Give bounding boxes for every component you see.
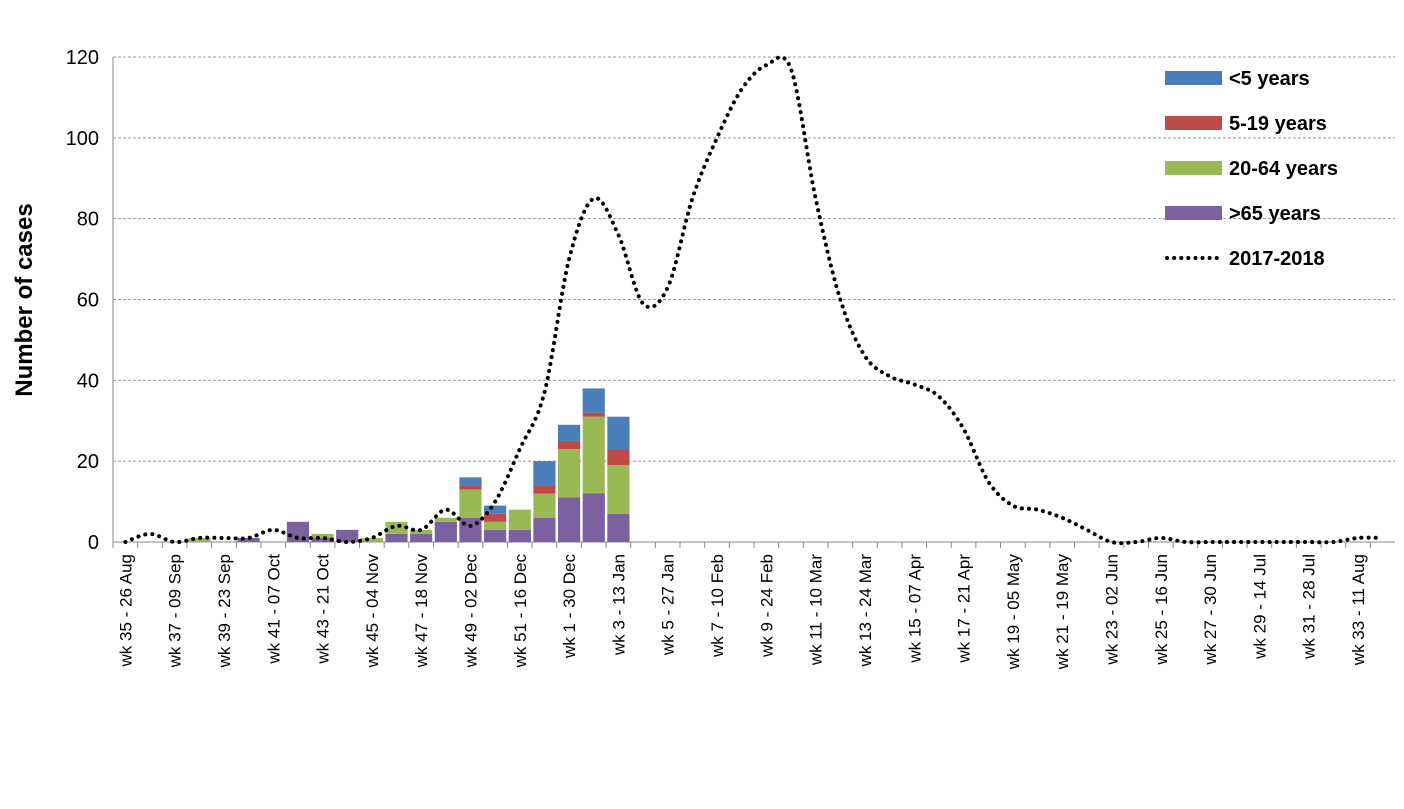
x-tick-label: wk 7 - 10 Feb (708, 554, 727, 658)
x-tick-label: wk 33 - 11 Aug (1349, 554, 1368, 666)
bar-segment (484, 521, 507, 530)
x-tick-label: wk 25 - 16 Jun (1152, 554, 1171, 666)
bar-segment (533, 517, 556, 542)
bar-segment (582, 416, 605, 494)
legend-swatch (1165, 161, 1222, 175)
bar-segment (607, 513, 630, 542)
bar-segment (484, 529, 507, 542)
x-tick-label: wk 43 - 21 Oct (314, 554, 333, 665)
x-tick-label: wk 5 - 27 Jan (659, 554, 678, 656)
y-axis-title: Number of cases (11, 203, 38, 396)
x-tick-label: wk 9 - 24 Feb (757, 554, 776, 658)
bar-segment (607, 449, 630, 466)
bar-segment (434, 517, 457, 522)
line-series (123, 55, 1385, 546)
bar-segment (410, 533, 433, 542)
x-tick-label: wk 49 - 02 Dec (461, 554, 480, 669)
bar-segment (558, 440, 581, 450)
y-tick-label: 0 (88, 532, 99, 554)
bar-segment (459, 477, 482, 486)
bar-segment (311, 533, 334, 538)
bar-segment (558, 449, 581, 498)
y-tick-label: 40 (77, 370, 99, 392)
bar-segment (533, 461, 556, 486)
x-tick-label: wk 3 - 13 Jan (609, 554, 628, 656)
bar-segment (558, 497, 581, 542)
x-tick-label: wk 35 - 26 Aug (116, 554, 135, 667)
legend-label: 5-19 years (1229, 113, 1327, 135)
bar-segment (582, 388, 605, 413)
x-tick-label: wk 15 - 07 Apr (905, 554, 924, 664)
y-tick-label: 120 (66, 47, 99, 69)
bar-segment (311, 537, 334, 542)
legend-label: <5 years (1229, 68, 1310, 90)
x-tick-label: wk 27 - 30 Jun (1201, 554, 1220, 666)
x-tick-label: wk 45 - 04 Nov (363, 554, 382, 669)
x-tick-label: wk 47 - 18 Nov (412, 554, 431, 669)
bar-segment (188, 537, 211, 542)
bar-segment (360, 537, 383, 542)
x-tick-label: wk 1 - 30 Dec (560, 554, 579, 659)
x-tick-label: wk 51 - 16 Dec (511, 554, 530, 669)
bar-segment (484, 513, 507, 522)
bar-segment (459, 485, 482, 490)
y-tick-label: 20 (77, 451, 99, 473)
legend-swatch (1165, 206, 1222, 220)
x-tick-label: wk 21 - 19 May (1053, 554, 1072, 671)
legend-swatch (1165, 116, 1222, 130)
bar-segment (558, 424, 581, 441)
legend-label: 2017-2018 (1229, 248, 1325, 270)
bar-segment (508, 529, 531, 542)
bar-segment (582, 412, 605, 417)
bar-segment (607, 465, 630, 514)
bar-segment (237, 537, 260, 542)
x-tick-label: wk 41 - 07 Oct (264, 554, 283, 665)
x-tick-label: wk 17 - 21 Apr (955, 554, 974, 664)
x-tick-label: wk 11 - 10 Mar (807, 554, 826, 667)
y-tick-label: 60 (77, 290, 99, 312)
x-tick-label: wk 13 - 24 Mar (856, 554, 875, 668)
bar-segment (582, 493, 605, 542)
legend-swatch (1165, 71, 1222, 85)
x-tick-label: wk 23 - 02 Jun (1102, 554, 1121, 666)
x-tick-label: wk 39 - 23 Sep (215, 554, 234, 668)
bar-segment (459, 489, 482, 518)
bar-segment (484, 505, 507, 514)
x-tick-label: wk 31 - 28 Jul (1300, 554, 1319, 660)
bar-segment (385, 533, 408, 542)
bar-segment (607, 416, 630, 450)
legend-label: >65 years (1229, 203, 1321, 225)
y-tick-label: 80 (77, 209, 99, 231)
y-tick-label: 100 (66, 128, 99, 150)
bar-segment (533, 493, 556, 518)
legend-label: 20-64 years (1229, 158, 1338, 180)
bar-segment (533, 485, 556, 494)
x-tick-label: wk 37 - 09 Sep (166, 554, 185, 668)
bar-segment (434, 521, 457, 542)
x-tick-label: wk 29 - 14 Jul (1250, 554, 1269, 660)
bar-segment (336, 529, 359, 542)
x-tick-label: wk 19 - 05 May (1004, 554, 1023, 671)
bar-segment (385, 521, 408, 534)
bar-segment (508, 509, 531, 530)
